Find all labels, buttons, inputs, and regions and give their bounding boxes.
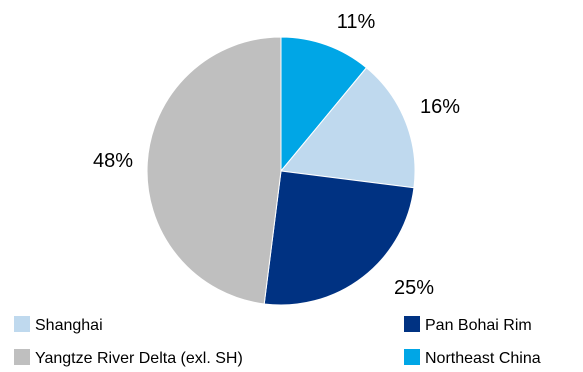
slice-label-northeast-china: 11% — [337, 11, 376, 33]
legend-item-pan-bohai-rim: Pan Bohai Rim — [404, 316, 532, 334]
legend-label-shanghai: Shanghai — [35, 317, 103, 334]
slice-labels: 11% 16% 25% 48% — [93, 11, 460, 299]
slice-label-shanghai: 16% — [420, 96, 460, 118]
legend-label-pan-bohai-rim: Pan Bohai Rim — [425, 317, 532, 334]
legend-swatch-yangtze-river-delta-exl-sh — [14, 349, 30, 365]
pie-slice-northeast-china — [280, 36, 368, 173]
slice-label-pan-bohai-rim: 25% — [394, 277, 434, 299]
legend-label-yangtze-river-delta-exl-sh: Yangtze River Delta (exl. SH) — [35, 350, 243, 367]
legend: Shanghai Pan Bohai Rim Yangtze River Delta… — [14, 316, 541, 367]
pie-slice-shanghai — [280, 67, 416, 189]
pie-slice-yangtze-river-delta-exl-sh — [146, 36, 282, 305]
slice-label-yangtze-river-delta-exl-sh: 48% — [93, 150, 133, 172]
legend-swatch-shanghai — [14, 316, 30, 332]
legend-item-northeast-china: Northeast China — [404, 349, 541, 367]
legend-swatch-pan-bohai-rim — [404, 316, 420, 332]
legend-label-northeast-china: Northeast China — [425, 350, 541, 367]
legend-swatch-northeast-china — [404, 349, 420, 365]
legend-item-yangtze-river-delta-exl-sh: Yangtze River Delta (exl. SH) — [14, 349, 243, 367]
pie-slice-pan-bohai-rim — [263, 170, 415, 306]
pie-slices — [146, 36, 416, 306]
legend-item-shanghai: Shanghai — [14, 316, 103, 334]
